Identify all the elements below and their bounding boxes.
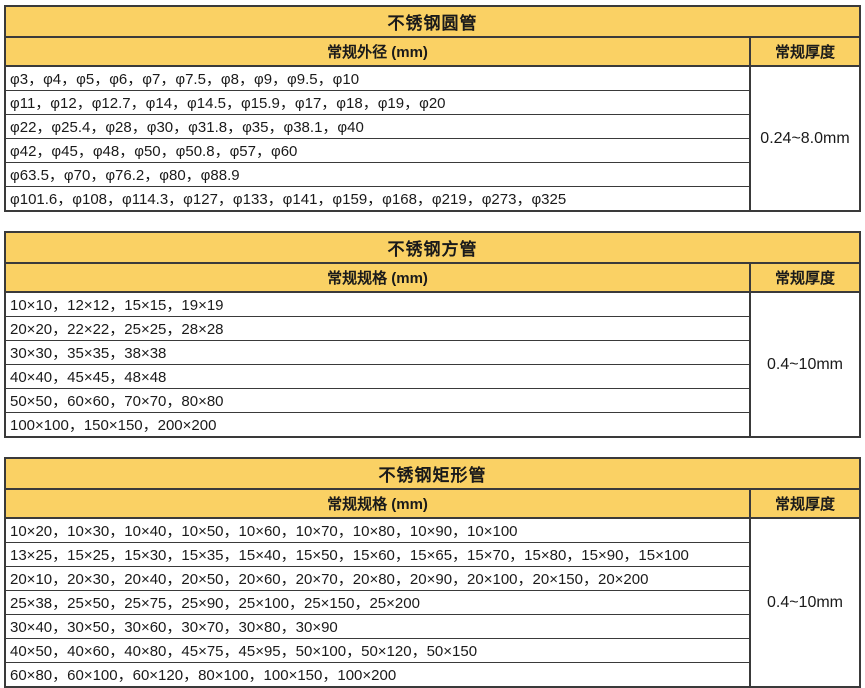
spec-values-cell: 25×38，25×50，25×75，25×90，25×100，25×150，25… [5,590,750,615]
spec-row: 40×40，45×45，48×48 [5,364,860,389]
table-title-row: 不锈钢圆管 [5,6,860,38]
table-title-row: 不锈钢方管 [5,232,860,264]
column-header-row: 常规规格 (mm) 常规厚度 [5,263,860,293]
spec-values-cell: φ63.5，φ70，φ76.2，φ80，φ88.9 [5,162,750,187]
spec-values-cell: φ11，φ12，φ12.7，φ14，φ14.5，φ15.9，φ17，φ18，φ1… [5,90,750,115]
spec-values-cell: φ22，φ25.4，φ28，φ30，φ31.8，φ35，φ38.1，φ40 [5,114,750,139]
spec-table: 不锈钢矩形管 常规规格 (mm) 常规厚度 10×20，10×30，10×40，10×… [4,457,861,688]
thickness-column-header: 常规厚度 [749,37,860,67]
spec-values-cell: 40×40，45×45，48×48 [5,364,750,389]
table-title-row: 不锈钢矩形管 [5,458,860,490]
thickness-range-cell: 0.4~10mm [749,518,860,687]
spec-values-cell: 30×40，30×50，30×60，30×70，30×80，30×90 [5,614,750,639]
spec-row: 100×100，150×150，200×200 [5,413,860,438]
spec-column-header: 常规外径 (mm) [5,37,750,67]
spec-values-cell: 50×50，60×60，70×70，80×80 [5,388,750,413]
spec-values-cell: 10×10，12×12，15×15，19×19 [5,292,750,317]
spec-row: 13×25，15×25，15×30，15×35，15×40，15×50，15×6… [5,542,860,567]
spec-row: 10×20，10×30，10×40，10×50，10×60，10×70，10×8… [5,518,860,687]
thickness-range-cell: 0.24~8.0mm [749,66,860,211]
spec-row: φ22，φ25.4，φ28，φ30，φ31.8，φ35，φ38.1，φ40 [5,114,860,139]
spec-column-header: 常规规格 (mm) [5,263,750,293]
spec-row: 20×10，20×30，20×40，20×50，20×60，20×70，20×8… [5,566,860,591]
spec-row: φ101.6，φ108，φ114.3，φ127，φ133，φ141，φ159，φ… [5,187,860,212]
spec-column-header: 常规规格 (mm) [5,489,750,519]
thickness-column-header: 常规厚度 [749,263,860,293]
spec-values-cell: 10×20，10×30，10×40，10×50，10×60，10×70，10×8… [5,518,750,543]
spec-values-cell: φ42，φ45，φ48，φ50，φ50.8，φ57，φ60 [5,138,750,163]
spec-row: 50×50，60×60，70×70，80×80 [5,388,860,413]
spec-row: φ3，φ4，φ5，φ6，φ7，φ7.5，φ8，φ9，φ9.5，φ10 0.24~8… [5,66,860,211]
spec-row: φ63.5，φ70，φ76.2，φ80，φ88.9 [5,162,860,187]
column-header-row: 常规外径 (mm) 常规厚度 [5,37,860,67]
table-title: 不锈钢圆管 [5,6,860,38]
spec-table: 不锈钢方管 常规规格 (mm) 常规厚度 10×10，12×12，15×15，19×1… [4,231,861,438]
spec-values-cell: 100×100，150×150，200×200 [10,417,217,434]
spec-row: 25×38，25×50，25×75，25×90，25×100，25×150，25… [5,590,860,615]
spec-row: 60×80，60×100，60×120，80×100，100×150，100×2… [5,663,860,688]
spec-row: φ11，φ12，φ12.7，φ14，φ14.5，φ15.9，φ17，φ18，φ1… [5,90,860,115]
spec-values-cell: 20×20，22×22，25×25，28×28 [5,316,750,341]
spec-row: 30×30，35×35，38×38 [5,340,860,365]
spec-values-cell: 13×25，15×25，15×30，15×35，15×40，15×50，15×6… [5,542,750,567]
thickness-range-cell: 0.4~10mm [749,292,860,437]
spec-row: φ42，φ45，φ48，φ50，φ50.8，φ57，φ60 [5,138,860,163]
spec-table: 不锈钢圆管 常规外径 (mm) 常规厚度 φ3，φ4，φ5，φ6，φ7，φ7.5，φ8… [4,5,861,212]
spec-values-cell: 20×10，20×30，20×40，20×50，20×60，20×70，20×8… [5,566,750,591]
spec-values-cell: 60×80，60×100，60×120，80×100，100×150，100×2… [10,667,397,684]
thickness-column-header: 常规厚度 [749,489,860,519]
column-header-row: 常规规格 (mm) 常规厚度 [5,489,860,519]
spec-row: 20×20，22×22，25×25，28×28 [5,316,860,341]
spec-values-cell: φ3，φ4，φ5，φ6，φ7，φ7.5，φ8，φ9，φ9.5，φ10 [5,66,750,91]
spec-row: 10×10，12×12，15×15，19×19 0.4~10mm [5,292,860,437]
spec-row: 30×40，30×50，30×60，30×70，30×80，30×90 [5,614,860,639]
table-title: 不锈钢方管 [5,232,860,264]
spec-values-cell: φ101.6，φ108，φ114.3，φ127，φ133，φ141，φ159，φ… [10,191,567,208]
table-title: 不锈钢矩形管 [5,458,860,490]
spec-values-cell: 30×30，35×35，38×38 [5,340,750,365]
